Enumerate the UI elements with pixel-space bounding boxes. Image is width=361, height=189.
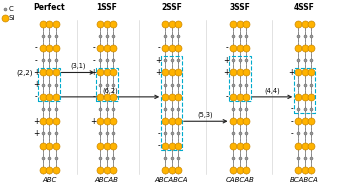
Text: -: - (157, 44, 160, 53)
Bar (96, 68, 118, 101)
Text: ABCABCA: ABCABCA (155, 177, 188, 183)
Text: ABCAB: ABCAB (95, 177, 119, 183)
Text: -: - (92, 56, 95, 65)
Text: +: + (155, 56, 162, 65)
Text: -: - (290, 105, 293, 114)
Text: 1SSF: 1SSF (96, 2, 117, 12)
Text: (6,2): (6,2) (103, 87, 118, 94)
Text: 2SSF: 2SSF (161, 2, 182, 12)
Text: +: + (33, 129, 39, 138)
Text: +: + (91, 68, 97, 77)
Text: -: - (226, 92, 228, 101)
Text: -: - (92, 92, 95, 101)
Text: (5,3): (5,3) (198, 112, 213, 118)
Text: -: - (157, 141, 160, 150)
Bar (294, 68, 316, 113)
Text: -: - (290, 129, 293, 138)
Bar (229, 56, 251, 101)
Bar (39, 68, 60, 101)
Bar (161, 56, 182, 150)
Text: +: + (33, 117, 39, 126)
Text: (3,1): (3,1) (70, 63, 86, 69)
Text: Perfect: Perfect (34, 2, 65, 12)
Text: -: - (226, 44, 228, 53)
Text: -: - (157, 129, 160, 138)
Text: +: + (33, 80, 39, 89)
Text: +: + (224, 68, 230, 77)
Text: BCABCA: BCABCA (290, 177, 319, 183)
Text: ABC: ABC (42, 177, 56, 183)
Text: 4SSF: 4SSF (294, 2, 315, 12)
Text: (4,4): (4,4) (264, 87, 280, 94)
Text: -: - (92, 44, 95, 53)
Text: C: C (9, 6, 14, 12)
Text: -: - (35, 44, 38, 53)
Text: CABCAB: CABCAB (226, 177, 254, 183)
Text: +: + (91, 117, 97, 126)
Text: (2,2): (2,2) (17, 69, 33, 76)
Text: +: + (288, 68, 295, 77)
Text: 3SSF: 3SSF (229, 2, 250, 12)
Text: +: + (155, 68, 162, 77)
Text: -: - (35, 92, 38, 101)
Text: Si: Si (9, 15, 15, 21)
Text: +: + (224, 56, 230, 65)
Text: -: - (35, 56, 38, 65)
Text: +: + (33, 68, 39, 77)
Text: -: - (290, 117, 293, 126)
